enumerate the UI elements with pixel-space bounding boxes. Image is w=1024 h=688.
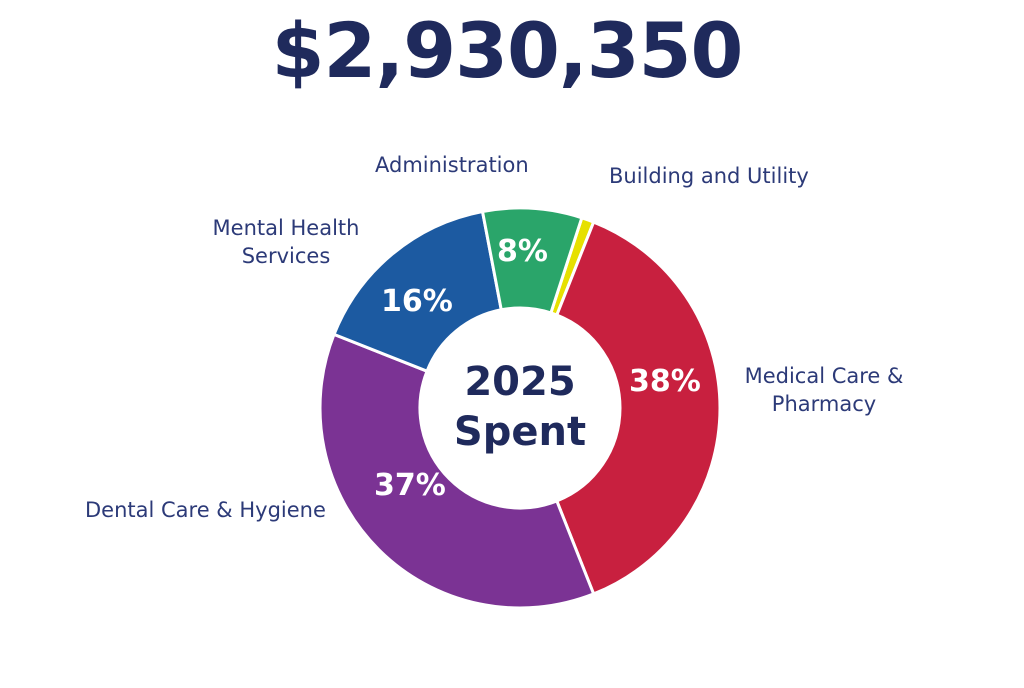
- data-label-medical: 38%: [629, 364, 701, 399]
- category-label-medical-line2: Pharmacy: [771, 392, 877, 416]
- total-spent-amount: $2,930,350: [271, 6, 744, 95]
- data-label-mental: 16%: [381, 284, 453, 319]
- data-label-dental: 37%: [374, 468, 446, 503]
- category-label-dental: Dental Care & Hygiene: [85, 498, 326, 522]
- donut-slice-dental-care-hygiene: [318, 332, 596, 610]
- category-label-administration: Administration: [375, 153, 529, 177]
- center-spent-label: Spent: [453, 409, 587, 455]
- data-label-administration: 8%: [497, 234, 548, 269]
- donut-slice-mental-health-services: [332, 209, 504, 374]
- category-label-mental-line1: Mental Health: [212, 216, 360, 240]
- donut-slice-medical-care-pharmacy: [554, 220, 722, 596]
- category-label-mental-line2: Services: [241, 244, 331, 268]
- category-label-medical-line1: Medical Care &: [744, 364, 904, 388]
- donut-slice-administration: [480, 206, 584, 315]
- category-label-building: Building and Utility: [609, 164, 809, 188]
- center-year-label: 2025: [464, 359, 576, 405]
